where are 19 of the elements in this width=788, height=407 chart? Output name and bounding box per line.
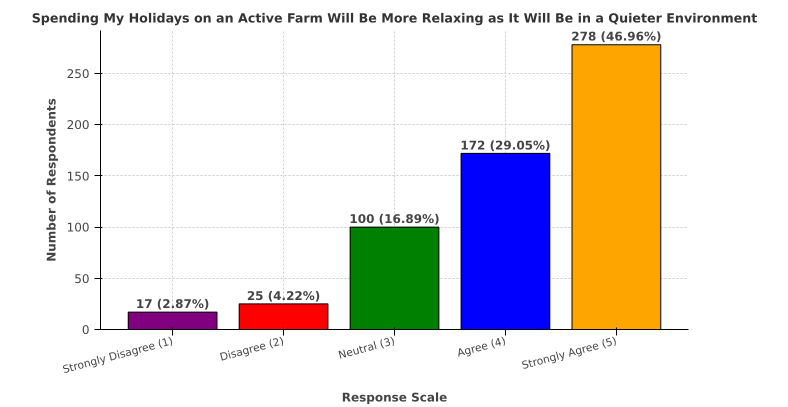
x-axis-title: Response Scale — [342, 390, 448, 404]
x-tick-label: Neutral (3) — [336, 334, 396, 362]
data-label: 278 (46.96%) — [571, 30, 662, 44]
y-tick-label: 50 — [74, 272, 90, 286]
y-tick-label: 200 — [66, 118, 90, 132]
data-label: 17 (2.87%) — [136, 297, 210, 312]
x-tick-label: Strongly Agree (5) — [520, 334, 618, 372]
x-tick-label: Strongly Disagree (1) — [61, 334, 174, 376]
data-label: 100 (16.89%) — [349, 212, 440, 226]
y-tick-label: 250 — [66, 66, 90, 81]
x-tick-label: Disagree (2) — [218, 334, 286, 364]
y-tick-label: 150 — [66, 169, 90, 184]
y-axis-title: Number of Respondents — [44, 98, 59, 262]
data-label: 172 (29.05%) — [460, 138, 551, 152]
y-tick-label: 100 — [66, 220, 90, 235]
x-tick-label: Agree (4) — [456, 334, 508, 360]
y-tick-label: 0 — [82, 323, 90, 337]
data-label: 25 (4.22%) — [246, 288, 320, 303]
chart-title: Spending My Holidays on an Active Farm Will Be More Relaxing as It Will Be in a Quieter Environment — [32, 10, 758, 26]
